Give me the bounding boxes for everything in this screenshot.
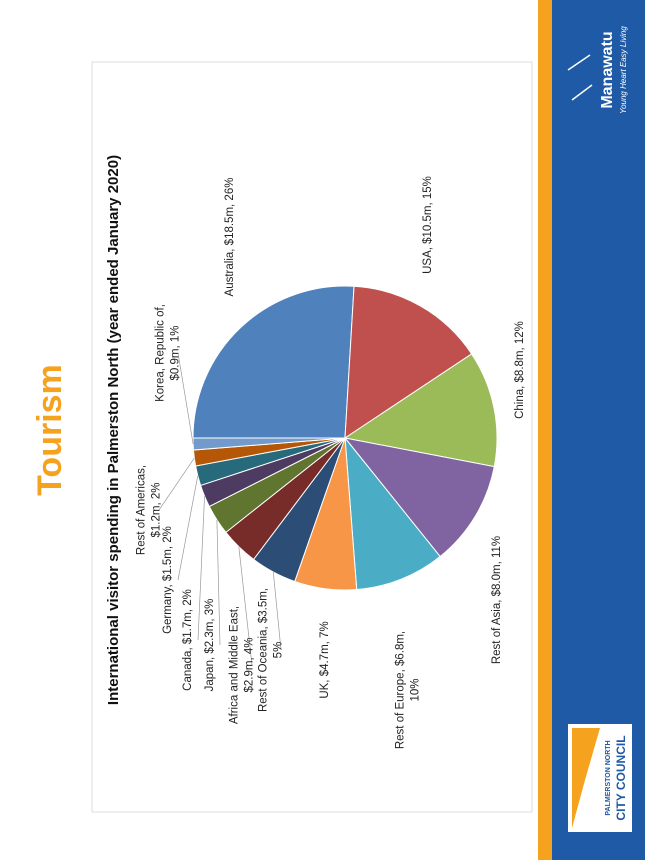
pie-slice (343, 353, 498, 468)
data-label: Rest of Americas, $1.2m, 2% (136, 465, 163, 555)
leader-line (238, 546, 253, 666)
pie-slice (344, 285, 473, 439)
data-label: Korea, Republic of, $0.9m, 1% (155, 304, 182, 402)
orange-stripe (538, 0, 552, 860)
turbine (571, 84, 593, 101)
leader-line (272, 571, 282, 651)
pie-slice (344, 436, 441, 591)
pie-slice (192, 437, 346, 451)
data-label: USA, $10.5m, 15% (422, 176, 434, 274)
pie-slice (343, 437, 495, 558)
label-line: $1.2m, 2% (151, 483, 163, 538)
logo-text: PALMERSTON NORTH (605, 740, 612, 815)
data-label: China, $8.8m, 12% (514, 321, 526, 419)
label-line: $2.9m, 4% (244, 638, 256, 693)
leader-line (177, 352, 194, 445)
region-logo: Manawatu Young Heart Easy Living (567, 26, 628, 114)
label-line: 10% (410, 678, 422, 701)
data-label: Rest of Asia, $8.0m, 11% (491, 536, 503, 664)
leader-line (158, 457, 195, 511)
footer-band (552, 0, 645, 860)
data-label: Canada, $1.7m, 2% (182, 589, 194, 691)
leader-line (216, 519, 221, 646)
leader-line (197, 496, 205, 641)
data-label: Australia, $18.5m, 26% (224, 178, 236, 297)
label-line: Rest of Americas, (136, 465, 148, 555)
data-label: Germany, $1.5m, 2% (162, 526, 174, 634)
label-line: Rest of Europe, $6.8m, (395, 631, 407, 749)
logo-shape (572, 728, 600, 828)
label-line: $0.9m, 1% (170, 326, 182, 381)
label-line: Korea, Republic of, (155, 304, 167, 402)
leader-line (177, 475, 199, 581)
turbine (567, 54, 591, 71)
data-label: Rest of Europe, $6.8m, 10% (395, 631, 422, 749)
label-line: 5% (273, 642, 285, 659)
data-label: Africa and Middle East, $2.9m, 4% (229, 606, 256, 724)
label-line: Rest of Oceania, $3.5m, (258, 588, 270, 712)
data-label: UK, $4.7m, 7% (319, 621, 331, 698)
logo-text: Young Heart Easy Living (619, 26, 628, 114)
data-label: Japan, $2.3m, 3% (204, 599, 216, 692)
council-logo: PALMERSTON NORTH CITY COUNCIL (568, 724, 632, 832)
logo-text: Manawatu (599, 31, 616, 108)
slide-title: Tourism (31, 364, 69, 496)
pie-slice (192, 285, 355, 439)
data-label: Rest of Oceania, $3.5m, 5% (258, 588, 285, 712)
label-line: Africa and Middle East, (229, 606, 241, 724)
logo-text: CITY COUNCIL (614, 735, 628, 820)
chart-title: International visitor spending in Palmer… (105, 155, 122, 705)
